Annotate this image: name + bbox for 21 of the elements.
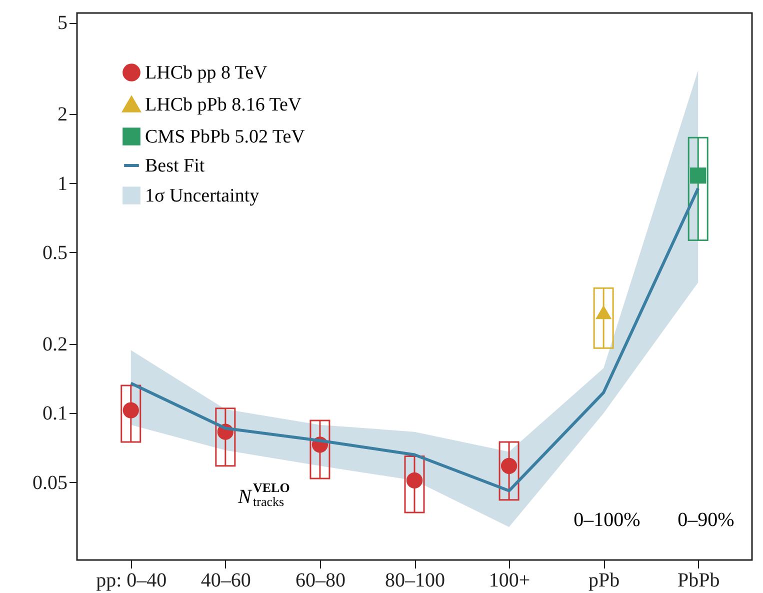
annotation: 0–100% [574, 509, 640, 531]
y-tick-label: 2 [58, 104, 68, 126]
x-tick-label: pPb [588, 570, 620, 592]
legend-label: LHCb pPb 8.16 TeV [145, 94, 302, 116]
legend-label: LHCb pp 8 TeV [145, 62, 268, 84]
legend-label: Best Fit [145, 156, 206, 176]
x-tick-label: 80–100 [385, 570, 445, 592]
y-tick-label: 0.1 [42, 402, 68, 425]
y-tick-label: 0.2 [42, 333, 68, 356]
y-tick-label: 1 [58, 172, 68, 195]
annotation: 0–90% [678, 509, 734, 531]
x-tick-label: 40–60 [200, 570, 251, 592]
annotation: 1σ Uncertainty [145, 186, 260, 206]
x-tick-label: 60–80 [295, 570, 346, 592]
y-tick-label: 0.5 [42, 242, 68, 264]
y-tick-label: 5 [58, 12, 68, 34]
y-tick-label: 0.05 [32, 472, 68, 494]
x-tick-label: pp: 0–40 [96, 570, 167, 592]
legend-label: CMS PbPb 5.02 TeV [145, 126, 306, 148]
x-tick-label: 100+ [488, 570, 530, 592]
x-tick-label: PbPb [677, 570, 720, 592]
